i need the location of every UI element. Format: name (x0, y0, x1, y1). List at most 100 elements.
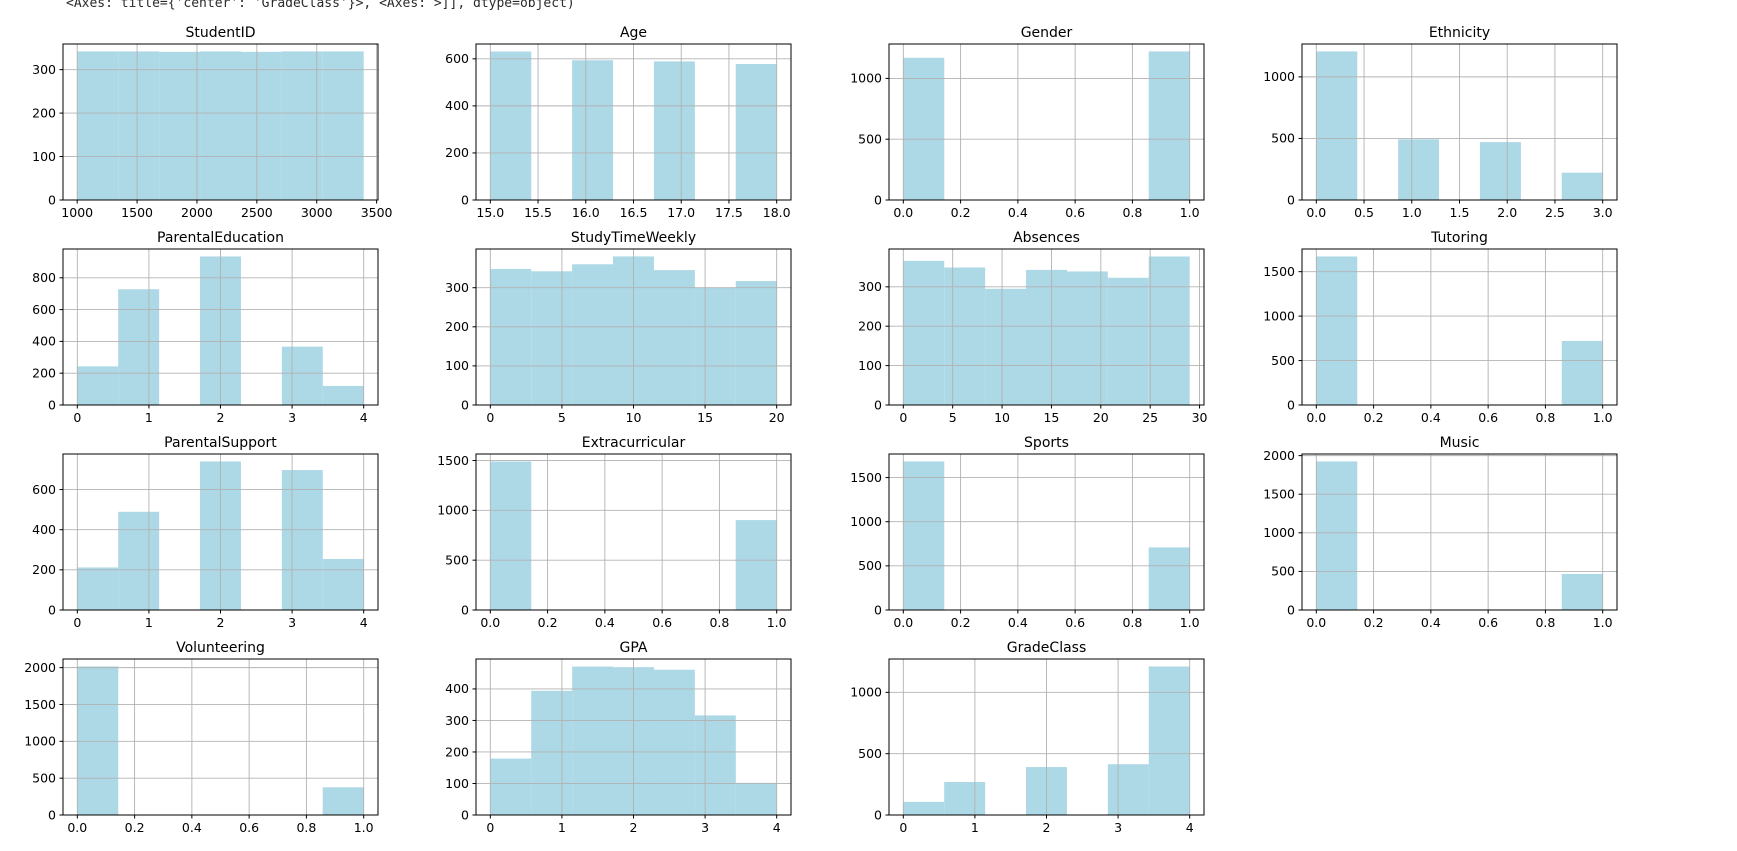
svg-text:0: 0 (461, 397, 469, 412)
axis-tick-labels: 0.0 0.2 0.4 0.6 0.8 1.0 0 500 1000 (850, 71, 1199, 220)
svg-text:400: 400 (32, 334, 56, 349)
svg-text:1.0: 1.0 (1402, 205, 1422, 220)
svg-text:5: 5 (558, 410, 566, 425)
bars (903, 666, 1190, 815)
svg-text:500: 500 (858, 132, 882, 147)
svg-text:0.4: 0.4 (595, 615, 615, 630)
svg-text:3000: 3000 (301, 205, 333, 220)
panel-title: Gender (1021, 25, 1073, 41)
svg-text:1500: 1500 (121, 205, 153, 220)
svg-text:0.2: 0.2 (951, 615, 971, 630)
svg-text:0.4: 0.4 (1421, 410, 1441, 425)
svg-text:1000: 1000 (1263, 69, 1295, 84)
svg-text:0: 0 (899, 410, 907, 425)
svg-text:17.0: 17.0 (667, 205, 695, 220)
svg-text:1: 1 (145, 615, 153, 630)
svg-text:500: 500 (858, 558, 882, 573)
svg-text:4: 4 (773, 820, 781, 835)
panel-title: Extracurricular (582, 435, 686, 451)
svg-text:0.6: 0.6 (652, 615, 672, 630)
histogram-Volunteering: 0.0 0.2 0.4 0.6 0.8 1.0 0 500 1000 1500 2000 Volunt… (24, 640, 379, 835)
svg-text:600: 600 (32, 482, 56, 497)
svg-text:2000: 2000 (24, 660, 56, 675)
gridlines (63, 454, 378, 611)
svg-text:0.0: 0.0 (893, 205, 913, 220)
svg-text:0.2: 0.2 (125, 820, 145, 835)
svg-text:0: 0 (874, 192, 882, 207)
svg-text:1000: 1000 (1263, 525, 1295, 540)
gridlines (63, 249, 378, 406)
svg-text:200: 200 (445, 319, 469, 334)
histogram-Age: 15.0 15.5 16.0 16.5 17.0 17.5 18.0 0 200 400 600 Ag… (445, 25, 792, 220)
axes-frame (62, 43, 379, 201)
svg-text:0: 0 (874, 602, 882, 617)
svg-text:5: 5 (949, 410, 957, 425)
svg-text:0: 0 (874, 397, 882, 412)
svg-text:0: 0 (461, 602, 469, 617)
svg-text:500: 500 (445, 552, 469, 567)
bars (77, 666, 364, 815)
svg-text:15.5: 15.5 (524, 205, 552, 220)
axis-tick-labels: 0.0 0.2 0.4 0.6 0.8 1.0 0 500 1000 1500 2000 (24, 660, 373, 835)
svg-text:0.2: 0.2 (1364, 410, 1384, 425)
svg-text:2500: 2500 (241, 205, 273, 220)
svg-text:0.6: 0.6 (1065, 205, 1085, 220)
axis-tick-labels: 15.0 15.5 16.0 16.5 17.0 17.5 18.0 0 200 400 600 (445, 51, 790, 220)
svg-text:0: 0 (461, 807, 469, 822)
svg-text:600: 600 (32, 302, 56, 317)
svg-text:1000: 1000 (850, 514, 882, 529)
svg-text:0.8: 0.8 (1122, 615, 1142, 630)
svg-text:1.0: 1.0 (1593, 615, 1613, 630)
svg-text:500: 500 (858, 746, 882, 761)
svg-text:0.8: 0.8 (296, 820, 316, 835)
panel-title: GradeClass (1007, 640, 1087, 656)
axes-frame (1301, 453, 1618, 611)
svg-text:3: 3 (1114, 820, 1122, 835)
svg-text:1500: 1500 (850, 470, 882, 485)
bars (490, 51, 777, 200)
svg-text:0.0: 0.0 (893, 615, 913, 630)
svg-text:0: 0 (73, 615, 81, 630)
svg-text:0: 0 (899, 820, 907, 835)
svg-text:1: 1 (971, 820, 979, 835)
svg-text:0.2: 0.2 (538, 615, 558, 630)
axis-tick-labels: 0 1 2 3 4 0 100 200 300 400 (445, 681, 781, 835)
svg-text:0.8: 0.8 (709, 615, 729, 630)
svg-text:1500: 1500 (24, 697, 56, 712)
svg-text:1500: 1500 (437, 453, 469, 468)
svg-text:200: 200 (32, 365, 56, 380)
svg-text:0.0: 0.0 (1306, 615, 1326, 630)
svg-text:2: 2 (1043, 820, 1051, 835)
svg-text:0.5: 0.5 (1354, 205, 1374, 220)
svg-text:1000: 1000 (1263, 308, 1295, 323)
histogram-ParentalSupport: 0 1 2 3 4 0 200 400 600 ParentalSupport (32, 435, 379, 630)
svg-text:3: 3 (701, 820, 709, 835)
svg-text:200: 200 (858, 319, 882, 334)
svg-text:16.0: 16.0 (572, 205, 600, 220)
svg-text:400: 400 (32, 522, 56, 537)
panel-title: Tutoring (1430, 230, 1488, 246)
panel-title: Sports (1024, 435, 1069, 451)
axis-tick-labels: 0 1 2 3 4 0 500 1000 (850, 685, 1194, 835)
svg-text:0: 0 (1287, 397, 1295, 412)
svg-text:500: 500 (32, 770, 56, 785)
panel-title: ParentalSupport (164, 435, 277, 451)
bars (1316, 256, 1603, 405)
svg-text:1000: 1000 (850, 71, 882, 86)
svg-text:200: 200 (32, 562, 56, 577)
svg-text:0: 0 (48, 807, 56, 822)
svg-text:0: 0 (874, 807, 882, 822)
axis-tick-labels: 0 1 2 3 4 0 200 400 600 (32, 482, 368, 630)
svg-text:100: 100 (445, 776, 469, 791)
svg-text:100: 100 (858, 358, 882, 373)
svg-text:200: 200 (445, 744, 469, 759)
bars (1316, 51, 1603, 200)
svg-text:400: 400 (445, 98, 469, 113)
svg-text:4: 4 (1186, 820, 1194, 835)
svg-text:3: 3 (288, 410, 296, 425)
svg-text:16.5: 16.5 (620, 205, 648, 220)
bars (903, 51, 1190, 200)
svg-text:300: 300 (32, 62, 56, 77)
